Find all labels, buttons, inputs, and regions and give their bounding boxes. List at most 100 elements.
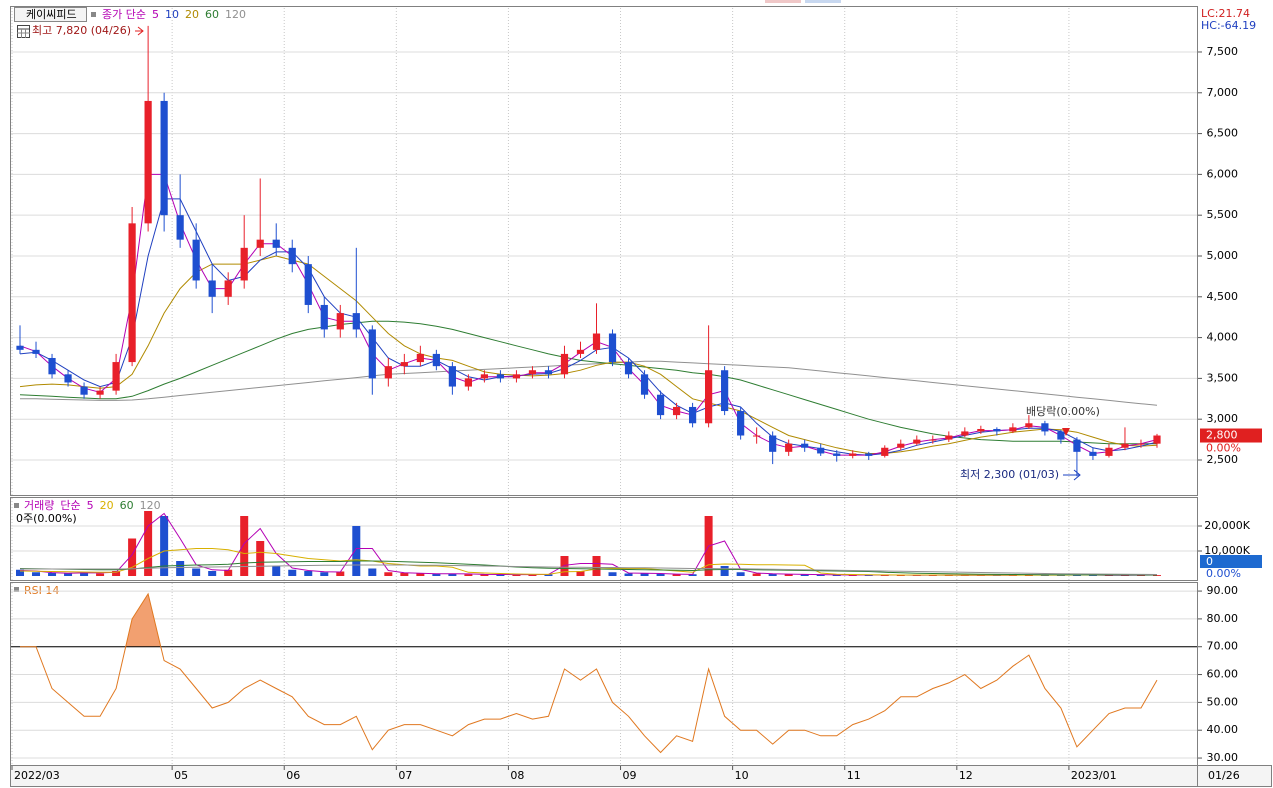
candle-body — [48, 357, 56, 375]
legend-label: 5 — [152, 8, 159, 21]
rsi-title: RSI 14 — [24, 584, 59, 597]
stock-name-box[interactable] — [14, 7, 87, 22]
x-tick-label: 2023/01 — [1071, 769, 1117, 782]
candle-body — [288, 247, 296, 265]
volume-bar — [240, 516, 249, 576]
candle-body — [432, 353, 440, 367]
candle-body — [1041, 423, 1049, 432]
candle-body — [881, 447, 889, 456]
toolbar-tab[interactable] — [805, 0, 841, 3]
candle-body — [608, 333, 617, 363]
volume-ma-line — [19, 548, 1157, 576]
candle-body — [1089, 451, 1097, 456]
candle-body — [528, 370, 537, 375]
candle-body — [1025, 423, 1033, 428]
y-tick-label: 4,500 — [1207, 290, 1239, 303]
candle-body — [1009, 427, 1017, 432]
candle-body — [560, 353, 569, 375]
volume-ma-line — [20, 564, 1158, 575]
candle-body — [368, 329, 376, 379]
candle-body — [721, 370, 729, 412]
volume-bar — [192, 568, 201, 576]
legend-square — [14, 587, 19, 592]
low-arrow — [1063, 469, 1081, 481]
x-axis-frame — [10, 765, 1198, 787]
dividend-arrow — [1062, 428, 1070, 436]
y-tick-label: 3,500 — [1207, 371, 1239, 384]
candle-body — [1137, 443, 1145, 445]
volume-bar — [640, 573, 649, 576]
candle-body — [833, 453, 841, 456]
y-tick-label: 50.00 — [1207, 695, 1239, 708]
volume-bar — [560, 556, 569, 576]
volume-bar — [576, 571, 585, 576]
candle-body — [128, 223, 136, 363]
volume-bar — [32, 572, 41, 576]
high-arrow — [135, 26, 144, 36]
volume-bar — [256, 541, 265, 576]
volume-bar — [352, 526, 361, 576]
candle-body — [64, 374, 72, 383]
plot-group — [16, 25, 1161, 477]
plot-group — [20, 592, 1158, 754]
candle-body — [496, 374, 505, 379]
legend-label: 20 — [185, 8, 199, 21]
y-tick-label: 40.00 — [1207, 723, 1239, 736]
y-tick-label: 5,500 — [1207, 208, 1239, 221]
legend-label: 10 — [165, 8, 179, 21]
last-change-label: 0.00% — [1206, 442, 1241, 455]
x-tick-label: 12 — [959, 769, 973, 782]
candle-body — [336, 313, 344, 330]
x-tick-label: 07 — [398, 769, 412, 782]
volume-bar — [688, 574, 697, 576]
y-tick-label: 7,000 — [1207, 86, 1239, 99]
volume-bar — [288, 569, 297, 576]
legend-label: 20 — [100, 499, 114, 512]
rsi-line — [20, 592, 1158, 754]
candle-body — [592, 333, 601, 350]
legend-label: 60 — [120, 499, 134, 512]
lc-label: LC:21.74 — [1201, 7, 1250, 20]
volume-bar — [480, 574, 489, 576]
volume-bar — [144, 511, 153, 576]
legend-label: 단순 — [60, 499, 80, 512]
candle-body — [240, 247, 248, 281]
toolbar-tab[interactable] — [765, 0, 801, 3]
y-tick-label: 5,000 — [1207, 249, 1239, 262]
volume-bar — [224, 569, 233, 576]
volume-bar — [752, 573, 761, 576]
volume-bar — [944, 575, 953, 576]
volume-bar — [128, 538, 137, 576]
calendar-icon — [17, 25, 30, 38]
y-tick-label: 7,500 — [1207, 45, 1239, 58]
volume-bar — [320, 572, 329, 576]
candle-body — [1121, 443, 1129, 448]
volume-bar — [272, 566, 281, 576]
candle-body — [272, 239, 280, 248]
candle-body — [1153, 435, 1161, 444]
volume-bar — [800, 574, 809, 576]
volume-bar — [672, 574, 681, 576]
volume-bar — [528, 574, 537, 576]
candle-body — [416, 353, 424, 363]
y-tick-label: 60.00 — [1207, 668, 1239, 681]
x-tick-label: 11 — [847, 769, 861, 782]
y-tick-label: 70.00 — [1207, 640, 1239, 653]
volume-bar — [160, 516, 169, 576]
candle-body — [705, 370, 713, 424]
y-tick-label: 2,500 — [1207, 453, 1239, 466]
y-tick-label: 4,000 — [1207, 331, 1239, 344]
volume-bar — [896, 575, 905, 576]
plot-group — [20, 593, 161, 647]
volume-bar — [416, 573, 425, 576]
legend-label: 종가 단순 — [102, 8, 146, 21]
volume-bar — [1088, 575, 1097, 576]
y-tick-label: 90.00 — [1207, 584, 1239, 597]
y-tick-label: 80.00 — [1207, 612, 1239, 625]
volume-bar — [736, 572, 745, 576]
dividend-annotation: 배당락(0.00%) — [1026, 405, 1100, 418]
volume-bar — [832, 575, 841, 576]
low-annotation: 최저 2,300 (01/03) — [960, 468, 1059, 481]
y-tick-label: 20,000K — [1204, 519, 1250, 532]
